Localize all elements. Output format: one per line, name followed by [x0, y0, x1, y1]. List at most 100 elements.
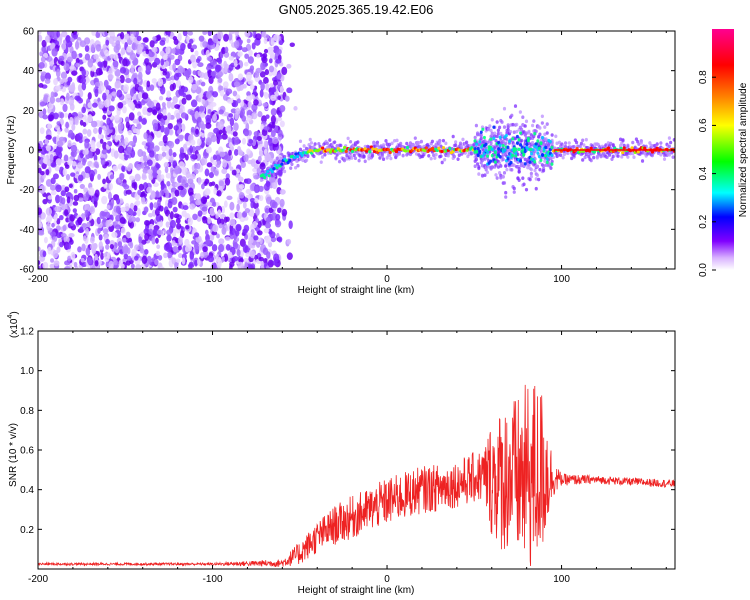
noise-cell — [277, 116, 283, 122]
noise-cell — [89, 205, 96, 215]
noise-cell — [218, 85, 224, 92]
noise-cell — [270, 115, 276, 124]
noise-cell — [160, 125, 165, 133]
signal-core-cell — [606, 146, 611, 150]
signal-core-cell — [498, 143, 502, 148]
noise-cell — [67, 133, 72, 138]
noise-cell — [260, 260, 265, 268]
signal-halo-cell — [606, 141, 610, 145]
snr-ytick-label: 1.2 — [20, 327, 34, 338]
noise-cell — [156, 34, 161, 41]
noise-cell — [62, 168, 67, 176]
noise-cell — [95, 67, 103, 76]
spectrogram-cells — [38, 31, 675, 269]
noise-cell — [261, 31, 267, 38]
signal-halo-cell — [604, 143, 608, 147]
noise-cell — [168, 141, 175, 149]
noise-cell — [86, 129, 92, 137]
noise-cell — [149, 141, 155, 149]
noise-cell — [260, 62, 266, 71]
noise-cell — [238, 258, 244, 263]
noise-cell — [220, 213, 226, 219]
noise-cell — [106, 252, 111, 259]
noise-cell — [190, 154, 197, 160]
noise-cell — [162, 54, 168, 61]
noise-cell — [232, 242, 239, 249]
noise-cell — [259, 89, 264, 98]
noise-cell — [207, 40, 214, 46]
signal-core-cell — [550, 145, 554, 150]
noise-cell — [97, 100, 105, 109]
signal-halo-cell — [543, 125, 547, 129]
noise-cell — [173, 73, 180, 81]
noise-cell — [59, 112, 65, 119]
noise-cell — [103, 79, 109, 88]
spectrogram-ytick-label: -20 — [20, 185, 35, 196]
noise-cell — [194, 193, 201, 200]
noise-cell — [146, 186, 153, 194]
noise-cell — [265, 216, 271, 224]
signal-core-cell — [519, 143, 523, 147]
signal-halo-cell — [502, 106, 507, 111]
signal-halo-cell — [534, 177, 538, 181]
noise-cell — [102, 178, 106, 185]
noise-cell — [86, 257, 93, 265]
noise-cell — [142, 108, 148, 116]
snr-series-line — [38, 384, 675, 567]
signal-halo-cell — [537, 177, 541, 182]
noise-cell — [50, 162, 57, 168]
noise-cell — [218, 238, 225, 245]
noise-cell — [265, 114, 270, 119]
noise-cell — [228, 31, 235, 35]
noise-cell — [146, 159, 153, 167]
noise-cell — [138, 183, 144, 191]
spectrogram-y-axis-label: Frequency (Hz) — [6, 116, 17, 185]
signal-halo-cell — [512, 190, 516, 194]
signal-core-cell — [515, 141, 519, 145]
signal-halo-cell — [540, 121, 544, 125]
noise-cell — [201, 196, 208, 205]
noise-cell — [205, 146, 212, 154]
signal-halo-cell — [317, 141, 321, 146]
noise-cell — [205, 49, 210, 59]
noise-cell — [154, 258, 159, 266]
multiplier-prefix: (x10 — [9, 318, 20, 338]
signal-core-cell — [544, 153, 548, 158]
noise-cell — [270, 37, 275, 47]
noise-cell — [82, 121, 87, 127]
noise-cell — [95, 148, 101, 156]
signal-halo-cell — [389, 156, 393, 161]
noise-cell — [197, 62, 204, 68]
noise-cell — [108, 260, 114, 269]
signal-core-cell — [266, 169, 270, 174]
noise-cell — [188, 75, 194, 84]
colorbar-tick-label: 0.6 — [698, 118, 709, 132]
noise-cell — [253, 174, 260, 180]
noise-cell — [248, 264, 254, 269]
signal-halo-cell — [538, 132, 542, 137]
signal-halo-cell — [293, 165, 298, 170]
noise-cell — [224, 177, 231, 186]
noise-cell — [163, 161, 169, 169]
signal-core-cell — [262, 175, 267, 180]
noise-cell — [156, 169, 162, 175]
noise-cell — [253, 99, 259, 106]
colorbar-tick-label: 0.8 — [698, 70, 709, 84]
signal-halo-cell — [554, 134, 558, 139]
noise-cell — [135, 264, 142, 269]
noise-cell — [105, 89, 110, 95]
signal-core-cell — [492, 125, 496, 129]
noise-cell — [149, 40, 155, 48]
signal-halo-cell — [417, 140, 421, 145]
noise-cell — [245, 188, 252, 195]
noise-cell — [219, 90, 225, 97]
signal-halo-cell — [501, 174, 505, 179]
noise-cell — [55, 68, 61, 78]
noise-cell — [71, 112, 78, 118]
noise-cell — [69, 103, 75, 111]
signal-halo-cell — [480, 174, 485, 178]
noise-cell — [107, 73, 114, 80]
noise-cell — [81, 68, 86, 77]
snr-ytick-label: 0.6 — [20, 446, 34, 457]
noise-cell — [59, 215, 64, 221]
